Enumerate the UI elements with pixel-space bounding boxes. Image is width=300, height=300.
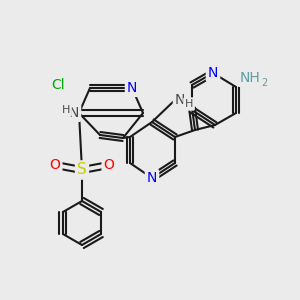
Text: N: N <box>69 106 79 120</box>
Text: O: O <box>103 158 114 172</box>
Text: N: N <box>127 81 137 95</box>
Text: H: H <box>62 105 70 115</box>
Text: H: H <box>185 99 193 109</box>
Text: N: N <box>208 66 218 80</box>
Text: NH: NH <box>240 71 260 85</box>
Text: Cl: Cl <box>51 78 65 92</box>
Text: N: N <box>147 171 157 185</box>
Text: S: S <box>77 163 87 178</box>
Text: O: O <box>50 158 60 172</box>
Text: N: N <box>175 93 185 107</box>
Text: 2: 2 <box>261 78 267 88</box>
